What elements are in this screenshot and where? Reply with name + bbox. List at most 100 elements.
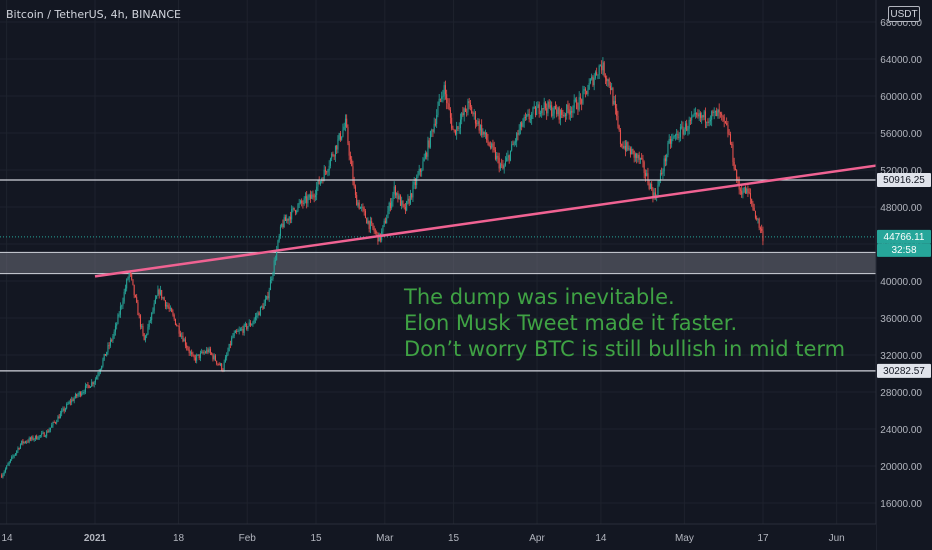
x-tick-label: 2021	[84, 533, 107, 544]
candle-body	[361, 206, 363, 208]
candle-body	[11, 456, 13, 460]
candle-body	[234, 331, 236, 333]
candle-body	[296, 210, 298, 213]
candle-body	[127, 278, 129, 280]
candle-body	[684, 123, 686, 130]
candle-body	[327, 170, 329, 173]
candle-body	[424, 152, 426, 159]
candle-body	[31, 436, 33, 440]
y-tick-label: 64000.00	[880, 55, 922, 66]
candle-body	[744, 187, 746, 194]
candle-body	[523, 117, 525, 123]
candle-body	[703, 111, 705, 118]
candle-body	[16, 450, 18, 454]
candle-body	[526, 114, 528, 118]
candle-body	[597, 74, 599, 76]
candle-body	[506, 157, 508, 162]
x-tick-label: Feb	[239, 533, 257, 544]
candle-body	[519, 122, 521, 130]
last-price-tag-bg	[877, 229, 931, 244]
candle-body	[66, 403, 68, 409]
candle-body	[308, 194, 310, 198]
trend-line[interactable]	[94, 162, 891, 278]
candle-body	[54, 422, 56, 424]
candle-body	[276, 249, 278, 260]
candle-body	[314, 195, 316, 198]
candle-body	[43, 432, 45, 437]
candle-body	[53, 422, 55, 423]
candle-body	[112, 336, 114, 341]
candle-body	[261, 306, 263, 308]
candle-body	[559, 109, 561, 120]
candle-body	[121, 305, 123, 307]
candle-body	[578, 97, 580, 110]
y-tick-label: 24000.00	[880, 425, 922, 436]
candle-body	[367, 220, 369, 224]
candle-body	[97, 374, 99, 377]
candle-body	[432, 130, 434, 132]
candle-body	[273, 260, 275, 274]
candle-body	[197, 354, 199, 356]
candle-body	[431, 130, 433, 132]
candle-body	[123, 291, 125, 302]
candle-body	[207, 349, 209, 353]
candle-body	[29, 438, 31, 440]
candle-body	[416, 177, 418, 186]
candle-body	[549, 105, 551, 108]
candle-body	[294, 210, 296, 213]
candle-body	[464, 108, 466, 112]
candle-body	[487, 139, 489, 143]
candle-body	[303, 198, 305, 204]
candle-body	[483, 131, 485, 135]
candle-body	[211, 352, 213, 355]
candle-body	[334, 145, 336, 157]
candle-body	[44, 436, 46, 438]
candle-body	[171, 308, 173, 312]
candle-body	[41, 433, 43, 436]
candle-body	[473, 112, 475, 115]
candle-body	[612, 88, 614, 105]
candle-body	[592, 76, 594, 86]
candle-body	[542, 108, 544, 110]
candle-body	[169, 308, 171, 310]
candle-body	[374, 231, 376, 233]
candle-body	[199, 352, 201, 359]
currency-button[interactable]: USDT	[888, 6, 920, 22]
candle-body	[143, 333, 145, 341]
candles	[1, 57, 764, 479]
candle-body	[627, 142, 629, 150]
candle-body	[659, 173, 661, 181]
candle-body	[281, 223, 283, 227]
candle-body	[589, 79, 591, 84]
candle-body	[166, 305, 168, 307]
candle-body	[638, 154, 640, 160]
candle-body	[348, 143, 350, 156]
candle-body	[388, 202, 390, 211]
candle-body	[341, 136, 343, 140]
y-axis[interactable]: 16000.00 20000.00 24000.00 28000.00 32000.00…	[875, 0, 932, 550]
candle-body	[266, 296, 268, 300]
candle-body	[324, 169, 326, 172]
candle-body	[508, 155, 510, 161]
last-price-tag: 44766.11	[884, 232, 925, 243]
candle-body	[488, 142, 490, 146]
candle-body	[226, 354, 228, 358]
candle-body	[284, 217, 286, 221]
candle-body	[463, 108, 465, 116]
level-price-tag-bg	[877, 173, 931, 188]
candle-body	[262, 306, 264, 309]
candle-body	[87, 384, 89, 386]
candle-body	[108, 345, 110, 347]
candle-body	[24, 441, 26, 443]
candle-body	[356, 195, 358, 206]
horizontal-levels[interactable]	[0, 179, 876, 372]
candle-body	[254, 316, 256, 320]
candle-body	[493, 147, 495, 151]
candle-body	[472, 113, 474, 115]
candle-body	[248, 322, 250, 327]
candle-body	[236, 331, 238, 332]
candle-body	[277, 240, 279, 250]
x-axis[interactable]: 14 2021 18 Feb 15 Mar 15 Apr 14 May 17 Jun	[0, 523, 876, 550]
candle-body	[451, 117, 453, 129]
